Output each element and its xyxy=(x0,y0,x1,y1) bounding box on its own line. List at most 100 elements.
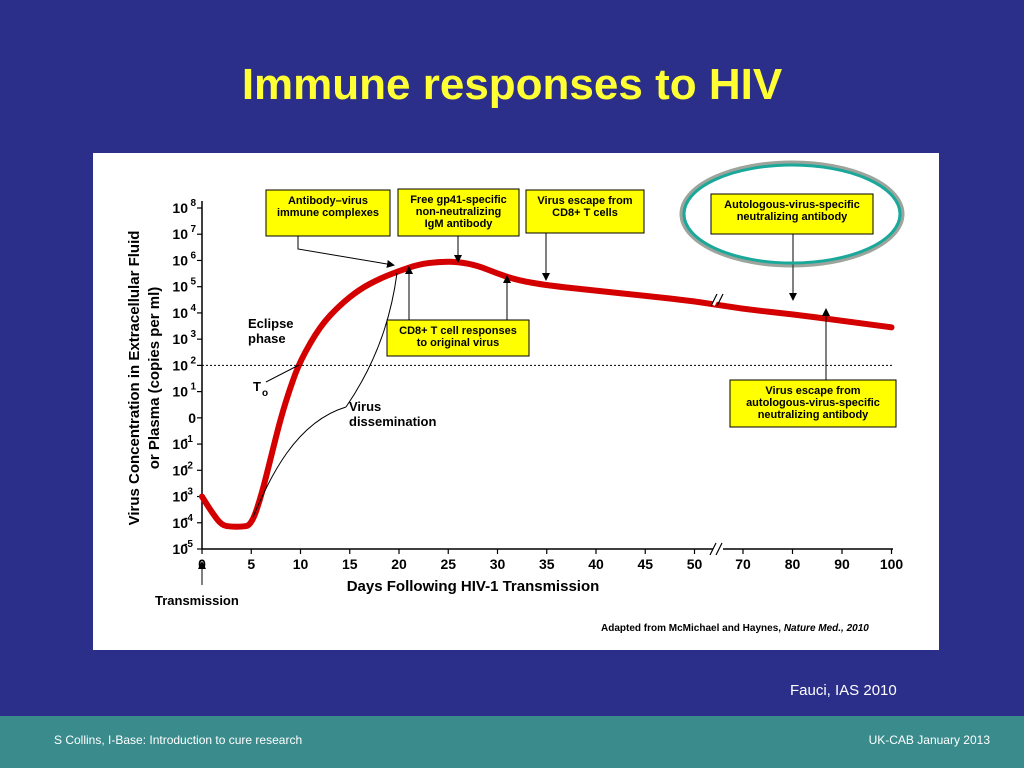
y-tick-exponent: -5 xyxy=(184,539,193,550)
dissemination-pointer xyxy=(252,406,347,518)
y-tick-label: 10 xyxy=(172,252,188,268)
callout-text: Virus escape from CD8+ T cells xyxy=(537,195,632,219)
y-tick-exponent: 1 xyxy=(190,382,196,393)
virus-dissemination-label: Virus dissemination xyxy=(349,399,436,429)
y-tick-label: 10 xyxy=(172,279,188,295)
callout-arrow xyxy=(297,236,395,268)
highlight-ring-shadow xyxy=(679,160,905,268)
t0-pointer xyxy=(265,364,300,383)
x-tick-label: 10 xyxy=(293,556,309,572)
y-tick-label: 10 xyxy=(172,515,188,531)
y-tick-label: 10 xyxy=(172,357,188,373)
x-tick-label: 100 xyxy=(880,556,904,572)
x-tick-label: 20 xyxy=(391,556,407,572)
y-axis-label-line1: Virus Concentration in Extracellular Flu… xyxy=(126,231,143,526)
y-tick-label: 10 xyxy=(172,436,188,452)
data-point xyxy=(359,288,361,290)
data-point xyxy=(378,278,380,280)
callout-text: Antibody–virus immune complexes xyxy=(277,195,379,219)
y-tick-exponent: 6 xyxy=(190,250,196,261)
y-tick-exponent: -2 xyxy=(184,460,193,471)
data-point xyxy=(240,526,242,528)
curve-break-gap xyxy=(711,292,721,306)
y-tick-exponent: -3 xyxy=(184,487,193,498)
data-point xyxy=(694,300,695,302)
y-tick-label: 0 xyxy=(188,410,196,426)
y-axis-label-line2: or Plasma (copies per ml) xyxy=(146,287,163,470)
data-point xyxy=(437,261,439,263)
y-tick-label: 10 xyxy=(172,541,188,557)
callout-box xyxy=(386,319,530,357)
data-point xyxy=(250,524,252,526)
data-point xyxy=(398,270,400,272)
callout-text: Virus escape from autologous-virus-specif… xyxy=(746,385,880,421)
callout-text: Autologous-virus-specific neutralizing an… xyxy=(724,199,860,223)
callout-text: Free gp41-specific non-neutralizing IgM an… xyxy=(410,194,507,230)
eclipse-phase-label: Eclipse phase xyxy=(248,316,294,346)
figure-panel: 10 8 10 7 10 6 10 5 10 4 10 3 10 2 10 1 0 10 -1 10 -2 10 -3 10-… xyxy=(93,153,939,650)
y-tick-exponent: 7 xyxy=(190,224,196,235)
callout-box xyxy=(710,193,874,235)
data-point xyxy=(841,320,843,322)
curve-break-mark xyxy=(716,293,724,307)
t0-label: T xyxy=(253,379,261,394)
y-tick-label: 10 xyxy=(172,200,188,216)
data-point xyxy=(260,496,262,498)
data-point xyxy=(516,279,518,281)
y-tick-exponent: 4 xyxy=(190,303,196,314)
callout-box xyxy=(729,379,897,428)
data-point xyxy=(211,511,213,513)
data-point xyxy=(457,261,459,263)
x-axis-label: Days Following HIV-1 Transmission xyxy=(347,578,600,595)
data-point xyxy=(339,304,341,306)
y-tick-label: 10 xyxy=(172,462,188,478)
axis-break-mark xyxy=(709,542,717,556)
y-tick-label: 10 xyxy=(172,226,188,242)
y-tick-exponent: -1 xyxy=(184,434,193,445)
data-point xyxy=(201,496,203,498)
data-point xyxy=(595,290,597,292)
data-point xyxy=(477,265,479,267)
data-point xyxy=(742,308,744,310)
data-point xyxy=(221,524,223,526)
data-point xyxy=(290,385,292,387)
t0-subscript: o xyxy=(262,388,268,399)
x-tick-label: 45 xyxy=(637,556,653,572)
x-tick-label: 35 xyxy=(539,556,555,572)
data-point xyxy=(546,284,548,286)
y-tick-label: 10 xyxy=(172,489,188,505)
data-point xyxy=(497,273,498,275)
data-point xyxy=(319,325,321,327)
x-tick-label: 30 xyxy=(490,556,506,572)
y-tick-label: 10 xyxy=(172,331,188,347)
source-note: Adapted from McMichael and Haynes, Natur… xyxy=(601,623,869,634)
data-point xyxy=(644,295,646,297)
data-point xyxy=(418,263,420,265)
footer-left-text: S Collins, I-Base: Introduction to cure … xyxy=(54,733,303,747)
dissemination-pointer xyxy=(345,272,398,408)
x-tick-label: 50 xyxy=(687,556,703,572)
curve-break-mark xyxy=(710,293,718,307)
callout-box xyxy=(265,189,391,237)
axis-break-mark xyxy=(715,542,723,556)
data-point xyxy=(280,417,282,419)
slide-title: Immune responses to HIV xyxy=(241,60,783,109)
y-tick-label: 10 xyxy=(172,305,188,321)
callout-box xyxy=(525,189,645,234)
callout-box xyxy=(397,188,520,237)
x-tick-label: 40 xyxy=(588,556,604,572)
data-point xyxy=(270,456,272,458)
footer-right-text: UK-CAB January 2013 xyxy=(868,733,990,747)
y-tick-label: 10 xyxy=(172,384,188,400)
viral-load-curve xyxy=(199,258,895,530)
data-point xyxy=(792,313,793,315)
x-tick-label: 80 xyxy=(785,556,801,572)
callout-text: CD8+ T cell responses to original virus xyxy=(399,325,517,349)
transmission-label: Transmission xyxy=(155,593,239,608)
y-tick-exponent: 3 xyxy=(190,329,196,340)
footer-bar: S Collins, I-Base: Introduction to cure … xyxy=(0,716,1024,768)
x-tick-label: 70 xyxy=(735,556,751,572)
data-point xyxy=(891,326,892,328)
x-tick-label: 25 xyxy=(440,556,456,572)
